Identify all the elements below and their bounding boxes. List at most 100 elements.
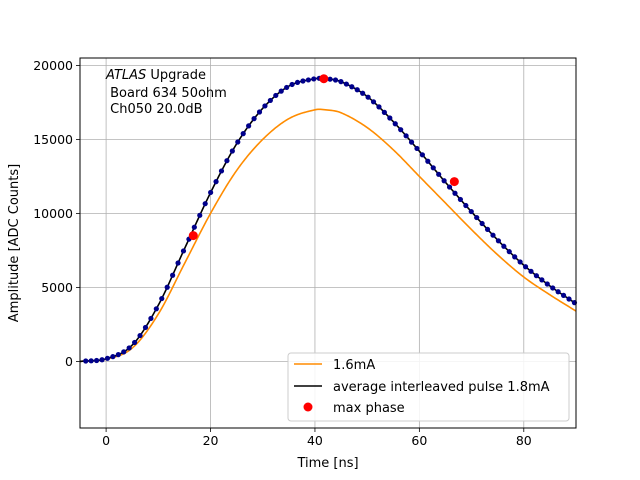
- legend-swatch-max-phase: [303, 402, 313, 412]
- average-pulse-sample-point: [99, 357, 105, 363]
- average-pulse-sample-point: [490, 232, 496, 238]
- annotation-atlas: ATLAS: [105, 68, 146, 83]
- average-pulse-sample-point: [235, 139, 241, 145]
- average-pulse-sample-point: [495, 238, 502, 244]
- average-pulse-sample-point: [262, 103, 268, 109]
- plot-frame: [79, 57, 577, 429]
- x-tick-label: 60: [411, 433, 427, 448]
- y-axis-label: Amplitude [ADC Counts]: [7, 164, 22, 322]
- average-pulse-sample-point: [560, 292, 567, 298]
- legend-label-max-phase: max phase: [333, 401, 405, 416]
- average-pulse-sample-point: [202, 201, 208, 207]
- average-pulse-sample-point: [218, 168, 225, 174]
- legend: 1.6mA average interleaved pulse 1.8mA ma…: [287, 352, 570, 422]
- legend-label-1-6ma: 1.6mA: [333, 358, 375, 373]
- average-pulse-sample-point: [294, 79, 301, 86]
- average-pulse-sample-point: [441, 178, 447, 184]
- average-pulse-sample-point: [381, 109, 387, 115]
- average-pulse-sample-point: [175, 260, 181, 266]
- average-pulse-sample-point: [251, 116, 257, 122]
- average-pulse-sample-point: [88, 358, 94, 364]
- average-pulse-sample-point: [522, 264, 529, 270]
- average-pulse-sample-point: [474, 214, 480, 221]
- average-pulse-sample-point: [436, 171, 442, 177]
- average-pulse-sample-point: [544, 281, 550, 287]
- annotation-text: ATLAS Upgrade Board 634 50ohm Ch050 20.0…: [105, 68, 227, 117]
- average-pulse-sample-point: [354, 87, 360, 93]
- average-pulse-sample-point: [539, 277, 545, 283]
- average-pulse-sample-point: [121, 349, 127, 355]
- average-pulse-sample-point: [403, 133, 409, 139]
- axis-ticks: 0 20 40 60 80 0 5000 10000 15000 20000: [33, 58, 532, 448]
- average-pulse-sample-point: [153, 306, 159, 312]
- average-pulse-sample-point: [191, 224, 197, 230]
- average-pulse-sample-point: [398, 127, 404, 133]
- average-pulse-sample-point: [208, 189, 214, 196]
- average-pulse-sample-point: [142, 324, 149, 331]
- average-pulse-sample-point: [512, 254, 518, 260]
- x-axis-label: Time [ns]: [296, 456, 358, 471]
- y-tick-label: 0: [65, 354, 73, 369]
- average-pulse-sample-point: [446, 184, 453, 190]
- average-pulse-sample-point: [392, 121, 398, 127]
- average-pulse-sample-point: [246, 123, 252, 129]
- average-pulse-sample-point: [425, 158, 431, 164]
- average-pulse-sample-point: [164, 284, 170, 290]
- average-pulse-sample-point: [240, 131, 246, 137]
- average-pulse-sample-point: [115, 352, 121, 358]
- y-tick-label: 20000: [33, 58, 73, 73]
- average-pulse-sample-point: [305, 77, 311, 83]
- average-pulse-sample-point: [365, 94, 371, 100]
- y-tick-label: 5000: [41, 280, 73, 295]
- average-pulse-sample-point: [83, 358, 89, 364]
- average-pulse-sample-point: [408, 139, 415, 145]
- average-pulse-sample-point: [256, 109, 263, 115]
- legend-box: [287, 352, 570, 422]
- annotation-upgrade: Upgrade: [146, 68, 206, 83]
- average-pulse-sample-point: [452, 190, 458, 196]
- average-pulse-sample-point: [468, 208, 474, 215]
- average-pulse-sample-point: [479, 220, 485, 227]
- x-tick-label: 40: [307, 433, 323, 448]
- average-pulse-sample-point: [180, 248, 187, 254]
- average-pulse-sample-point: [94, 357, 100, 364]
- average-pulse-sample-point: [213, 179, 219, 185]
- max-phase-point: [449, 177, 459, 187]
- average-pulse-sample-point: [224, 158, 230, 164]
- average-pulse-sample-point: [284, 84, 290, 91]
- average-pulse-sample-point: [457, 196, 464, 203]
- average-pulse-sample-point: [311, 76, 317, 82]
- y-tick-label: 10000: [33, 206, 73, 221]
- average-pulse-sample-point: [159, 295, 165, 302]
- average-pulse-sample-point: [463, 202, 469, 209]
- series-layer: [79, 74, 578, 364]
- average-pulse-sample-point: [360, 90, 366, 96]
- average-pulse-sample-point: [566, 296, 572, 302]
- average-pulse-sample-point: [278, 88, 284, 94]
- average-pulse-sample-point: [517, 259, 523, 265]
- average-pulse-sample-point: [484, 226, 491, 233]
- average-pulse-sample-point: [387, 115, 393, 121]
- average-pulse-sample-point: [273, 92, 279, 99]
- average-pulse-sample-point: [430, 165, 436, 171]
- max-phase-point: [319, 74, 329, 84]
- average-pulse-sample-point: [528, 268, 534, 274]
- average-pulse-sample-point: [332, 77, 339, 83]
- average-pulse-sample-point: [289, 81, 295, 88]
- average-pulse-sample-point: [370, 99, 377, 105]
- average-pulse-sample-point: [327, 76, 333, 82]
- average-pulse-sample-point: [110, 354, 116, 360]
- annotation-channel: Ch050 20.0dB: [106, 102, 203, 117]
- average-pulse-sample-point: [137, 332, 143, 339]
- average-pulse-sample-point: [414, 145, 420, 152]
- average-pulse-sample-point: [419, 152, 425, 158]
- series-line-1-6ma: [79, 108, 577, 363]
- average-pulse-sample-point: [104, 355, 111, 361]
- average-pulse-sample-point: [267, 97, 273, 104]
- average-pulse-sample-point: [197, 212, 203, 218]
- average-pulse-sample-point: [533, 273, 540, 279]
- average-pulse-sample-point: [506, 249, 512, 255]
- average-pulse-sample-point: [148, 315, 154, 322]
- y-tick-label: 15000: [33, 132, 73, 147]
- average-pulse-sample-point: [126, 345, 132, 351]
